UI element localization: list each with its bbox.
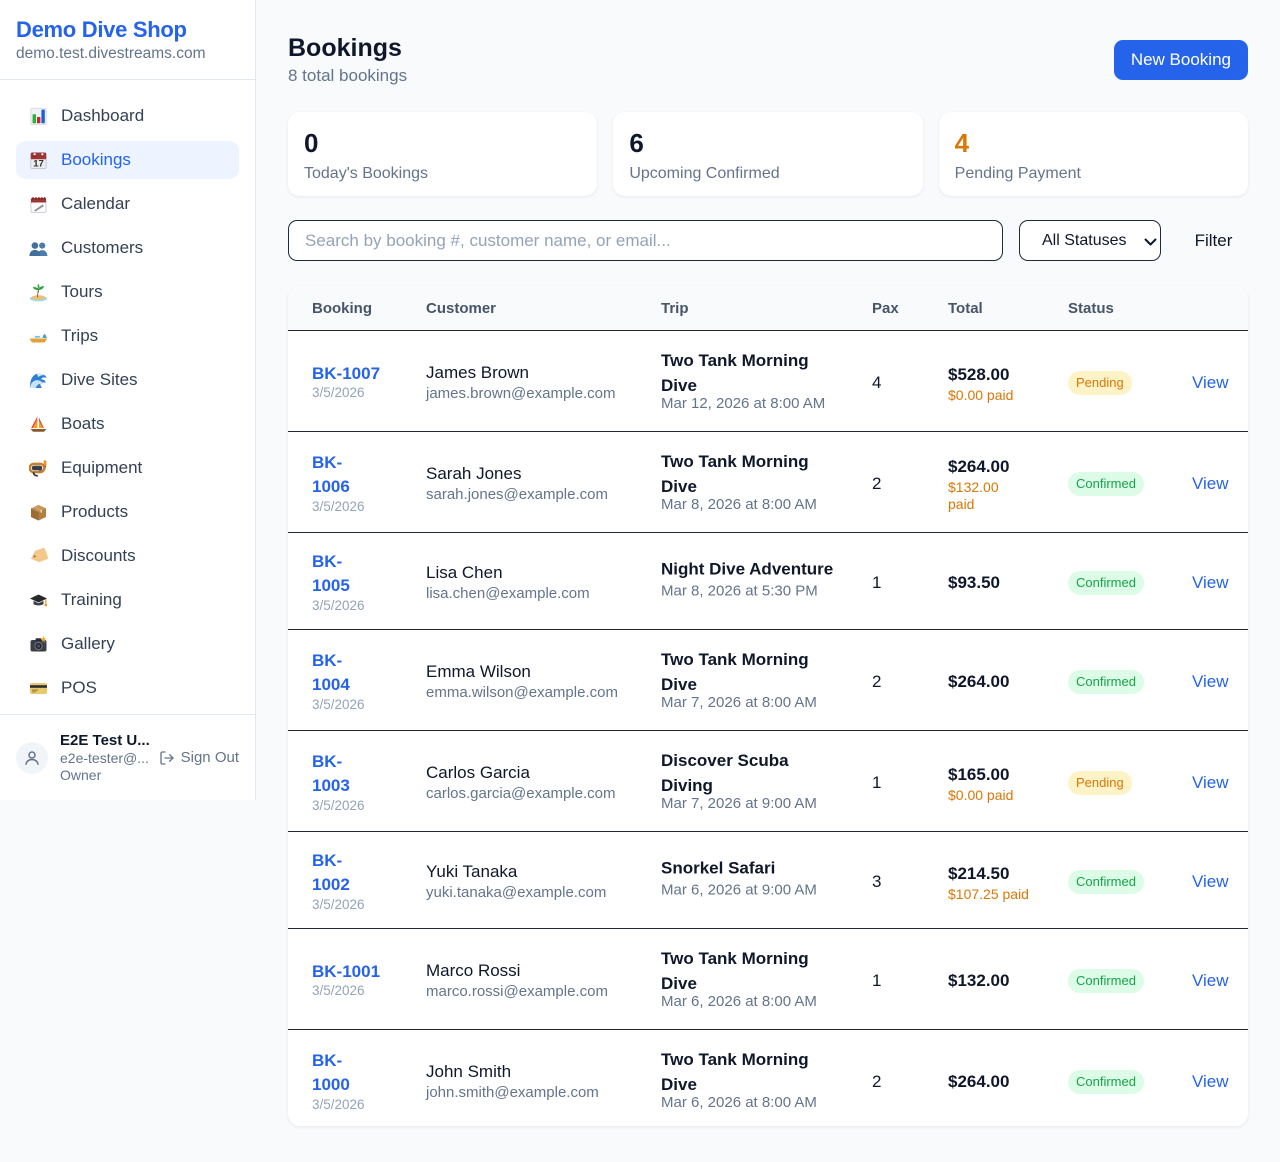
svg-text:17: 17 <box>33 158 44 169</box>
